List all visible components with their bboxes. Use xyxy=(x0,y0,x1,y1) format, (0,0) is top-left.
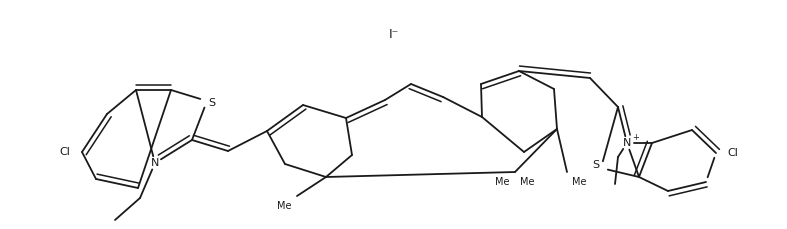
Text: Me: Me xyxy=(278,201,292,211)
Text: Me: Me xyxy=(520,177,534,187)
Text: Cl: Cl xyxy=(727,148,738,158)
Text: Me: Me xyxy=(572,177,586,187)
Text: +: + xyxy=(633,133,639,142)
Text: N: N xyxy=(151,158,159,168)
Text: Cl: Cl xyxy=(60,147,71,157)
Text: I⁻: I⁻ xyxy=(389,28,399,41)
Text: Me: Me xyxy=(496,177,510,187)
Text: S: S xyxy=(209,98,216,108)
Text: S: S xyxy=(593,160,600,170)
Text: N: N xyxy=(623,138,631,148)
